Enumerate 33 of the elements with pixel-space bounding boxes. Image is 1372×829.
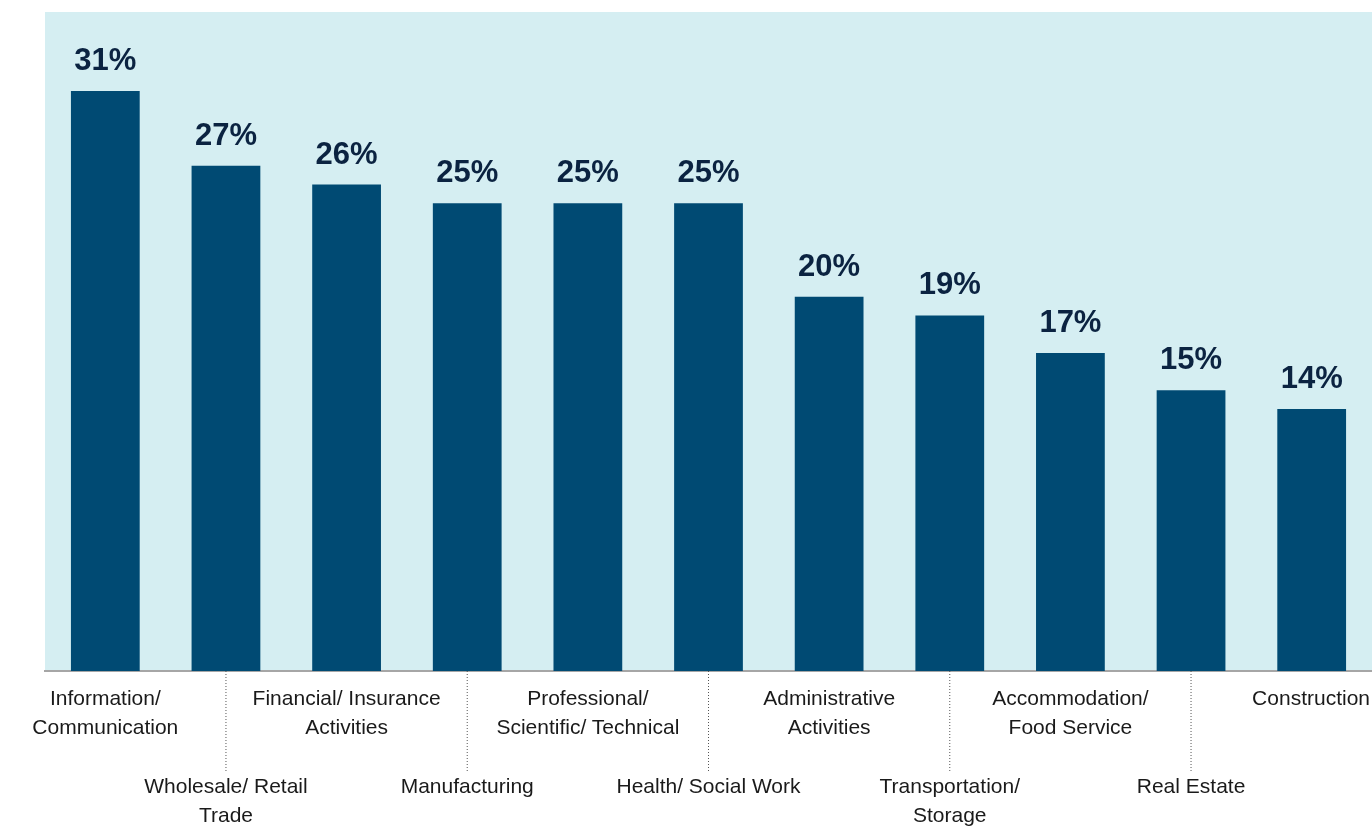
- x-tick-label: Professional/ Scientific/ Technical: [496, 686, 680, 739]
- data-label: 27%: [194, 116, 257, 152]
- x-tick-label: Health/ Social Work: [616, 774, 801, 798]
- bar: [1277, 409, 1347, 671]
- bar: [794, 296, 864, 671]
- data-label: 25%: [436, 154, 499, 190]
- data-label: 20%: [798, 247, 861, 283]
- bar: [674, 203, 743, 671]
- x-tick-label: Financial/ Insurance Activities: [252, 686, 441, 739]
- data-label: 25%: [677, 154, 740, 190]
- x-tick-label: Accommodation/ Food Service: [992, 686, 1149, 739]
- data-label: 26%: [315, 135, 378, 171]
- data-label: 15%: [1160, 341, 1223, 377]
- x-tick-label: Administrative Activities: [763, 686, 896, 739]
- x-tick-label: Wholesale/ Retail Trade: [144, 774, 308, 827]
- data-label: 25%: [556, 154, 619, 190]
- data-label: 31%: [74, 41, 137, 77]
- bar: [70, 90, 140, 671]
- bar: [553, 203, 623, 671]
- data-label: 14%: [1280, 360, 1343, 396]
- bar: [191, 165, 261, 671]
- x-tick-label: Transportation/ Storage: [879, 774, 1021, 827]
- data-label: 17%: [1039, 303, 1102, 339]
- x-tick-label: Information/ Communication: [32, 686, 179, 739]
- x-tick-label: Construction: [1252, 686, 1370, 710]
- x-tick-label: Manufacturing: [400, 774, 534, 798]
- bar: [312, 184, 381, 671]
- bar: [1036, 352, 1105, 671]
- bar: [432, 203, 502, 671]
- bar: [1156, 390, 1226, 671]
- data-label: 19%: [918, 266, 981, 302]
- x-tick-label: Real Estate: [1136, 774, 1246, 798]
- bar: [915, 315, 985, 671]
